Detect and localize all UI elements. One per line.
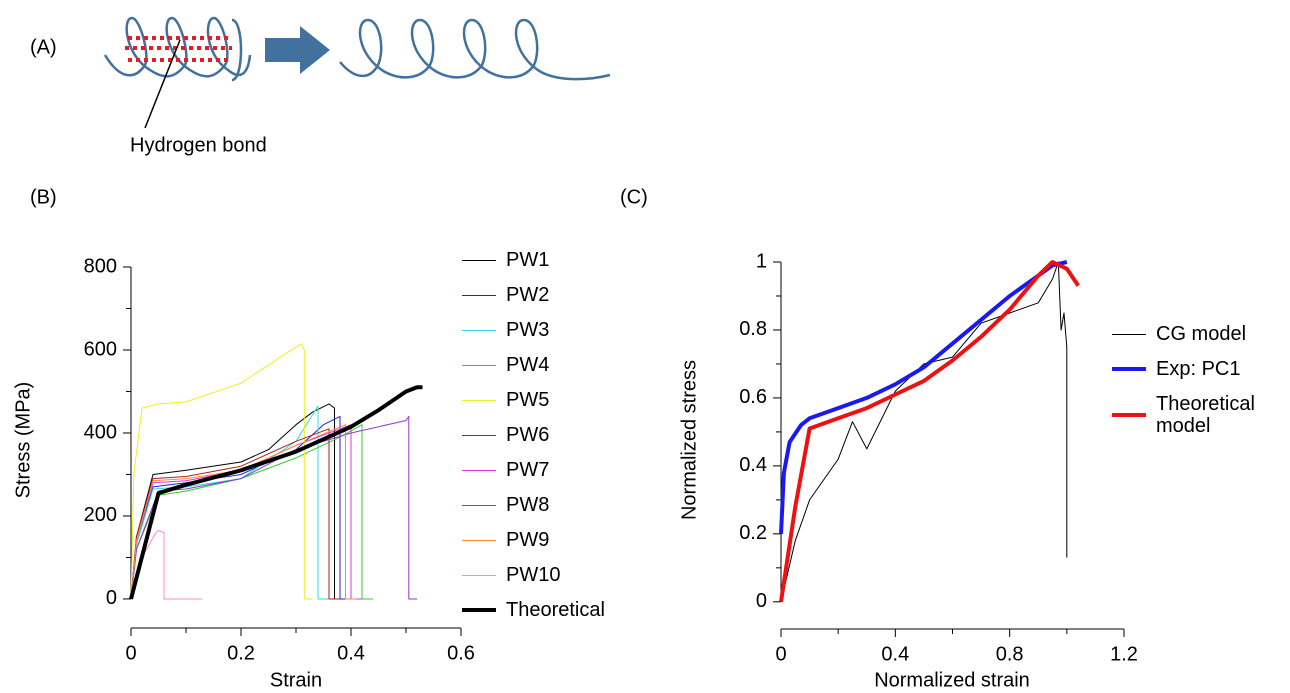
legend-label: PW1 bbox=[506, 249, 550, 271]
data-line bbox=[130, 405, 329, 600]
legend-swatch bbox=[1112, 367, 1146, 371]
legend-swatch bbox=[462, 539, 496, 541]
legend-entry: PW2 bbox=[462, 284, 662, 306]
y-tick-label: 0.6 bbox=[739, 386, 767, 408]
x-tick-label: 0.2 bbox=[227, 642, 255, 664]
x-tick-label: 0 bbox=[125, 642, 136, 664]
legend-entry: PW8 bbox=[462, 494, 662, 516]
x-axis-label: Strain bbox=[270, 669, 322, 691]
x-tick-label: 0.4 bbox=[337, 642, 365, 664]
x-tick-label: 1.2 bbox=[1110, 643, 1138, 665]
legend-entry: Exp: PC1 bbox=[1112, 358, 1287, 380]
panel-label: (B) bbox=[30, 186, 57, 208]
y-tick-label: 400 bbox=[84, 421, 117, 443]
data-line bbox=[130, 424, 357, 600]
legend-swatch bbox=[462, 364, 496, 366]
legend-label: PW7 bbox=[506, 459, 550, 481]
legend-swatch bbox=[462, 434, 496, 436]
y-tick-label: 0.8 bbox=[739, 318, 767, 340]
legend-swatch bbox=[462, 504, 496, 506]
y-tick-label: 0.2 bbox=[739, 522, 767, 544]
legend-entry: PW5 bbox=[462, 389, 662, 411]
data-line bbox=[779, 260, 1068, 534]
legend-label: PW6 bbox=[506, 424, 550, 446]
x-tick-label: 0.4 bbox=[881, 643, 909, 665]
legend-entry: CG model bbox=[1112, 323, 1287, 345]
data-line bbox=[130, 415, 357, 600]
data-line bbox=[130, 343, 313, 600]
legend-entry: PW10 bbox=[462, 564, 662, 586]
legend-entry: PW3 bbox=[462, 319, 662, 341]
legend-swatch bbox=[1112, 413, 1146, 417]
legend-label: Theoretical bbox=[506, 599, 605, 621]
legend-entry: Theoretical model bbox=[1112, 393, 1287, 437]
legend-label: Exp: PC1 bbox=[1156, 358, 1241, 380]
legend-entry: PW1 bbox=[462, 249, 662, 271]
x-tick-label: 0.8 bbox=[996, 643, 1024, 665]
data-line bbox=[130, 415, 417, 600]
legend-entry: PW6 bbox=[462, 424, 662, 446]
legend-entry: PW9 bbox=[462, 529, 662, 551]
y-axis-label: Normalized stress bbox=[678, 360, 700, 520]
legend-swatch bbox=[462, 469, 496, 471]
x-tick-label: 0 bbox=[775, 643, 786, 665]
legend-swatch bbox=[462, 294, 496, 296]
legend-label: PW5 bbox=[506, 389, 550, 411]
data-line bbox=[130, 424, 362, 600]
legend-swatch bbox=[462, 329, 496, 331]
legend-swatch bbox=[462, 399, 496, 401]
data-line bbox=[130, 424, 373, 600]
legend-swatch bbox=[462, 259, 496, 261]
legend-label: PW2 bbox=[506, 284, 550, 306]
legend-entry: Theoretical bbox=[462, 599, 662, 621]
pointer bbox=[144, 39, 181, 129]
arrow bbox=[265, 26, 330, 74]
legend-label: CG model bbox=[1156, 323, 1247, 345]
legend-swatch bbox=[462, 608, 496, 612]
legend-label: PW10 bbox=[506, 564, 561, 586]
panel-label: (C) bbox=[620, 186, 648, 208]
legend-swatch bbox=[462, 574, 496, 576]
legend-swatch bbox=[1112, 333, 1146, 335]
x-tick-label: 0.6 bbox=[447, 642, 475, 664]
legend-label: PW8 bbox=[506, 494, 550, 516]
y-tick-label: 200 bbox=[84, 504, 117, 526]
panel-label: (A) bbox=[30, 36, 57, 58]
extended-helix bbox=[339, 18, 611, 81]
legend-label: PW3 bbox=[506, 319, 550, 341]
y-tick-label: 0 bbox=[106, 587, 117, 609]
coiled-helix bbox=[103, 16, 252, 82]
legend-label: Theoretical model bbox=[1156, 393, 1255, 437]
y-tick-label: 600 bbox=[84, 338, 117, 360]
legend-label: PW9 bbox=[506, 529, 550, 551]
y-tick-label: 0 bbox=[756, 590, 767, 612]
data-line bbox=[780, 261, 1068, 602]
legend-entry: PW4 bbox=[462, 354, 662, 376]
y-tick-label: 800 bbox=[84, 255, 117, 277]
annotation: Hydrogen bond bbox=[130, 134, 267, 156]
y-axis-label: Stress (MPa) bbox=[12, 382, 34, 499]
data-line bbox=[130, 428, 340, 600]
y-tick-label: 1 bbox=[756, 250, 767, 272]
hydrogen-bonds bbox=[125, 36, 232, 62]
y-tick-label: 0.4 bbox=[739, 454, 767, 476]
data-line bbox=[129, 385, 423, 600]
x-axis-label: Normalized strain bbox=[874, 669, 1030, 691]
legend-entry: PW7 bbox=[462, 459, 662, 481]
data-line bbox=[779, 260, 1080, 603]
legend-label: PW4 bbox=[506, 354, 550, 376]
